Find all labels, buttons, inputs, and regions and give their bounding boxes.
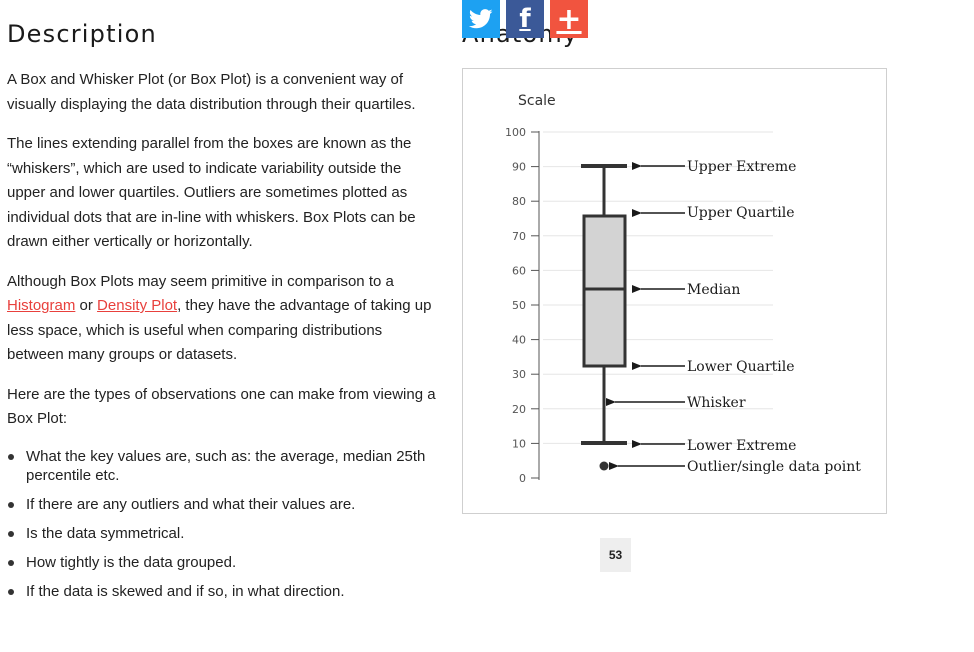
median-label: Median xyxy=(687,282,740,298)
tick-label: 50 xyxy=(512,299,526,312)
comparison-text-or: or xyxy=(75,297,98,314)
comparison-text-end: , they have the advantage of taking up l… xyxy=(7,297,432,363)
upper-quartile-label: Upper Quartile xyxy=(687,205,795,221)
tick-label: 0 xyxy=(519,472,526,485)
facebook-share-button[interactable]: f xyxy=(506,0,544,38)
tick-label: 70 xyxy=(512,230,526,243)
annotation-arrows xyxy=(606,162,685,470)
description-text: A Box and Whisker Plot (or Box Plot) is … xyxy=(7,68,437,611)
list-item: Is the data symmetrical. xyxy=(7,524,437,543)
list-item: If there are any outliers and what their… xyxy=(7,495,437,514)
whisker-label: Whisker xyxy=(687,395,746,411)
box-plot-diagram: Scale 0 10 20 30 40 50 60 70 80 90 100 Upper Extre… xyxy=(505,93,861,485)
tick-label: 100 xyxy=(505,126,526,139)
lower-extreme-label: Lower Extreme xyxy=(687,438,796,454)
intro-paragraph: A Box and Whisker Plot (or Box Plot) is … xyxy=(7,71,416,113)
more-share-button[interactable]: + xyxy=(550,0,588,38)
description-heading: Description xyxy=(7,20,157,48)
scale-label: Scale xyxy=(518,93,556,109)
list-item: How tightly is the data grouped. xyxy=(7,553,437,572)
tick-label: 40 xyxy=(512,334,526,347)
twitter-icon xyxy=(469,9,493,29)
comparison-paragraph: Although Box Plots may seem primitive in… xyxy=(7,270,437,368)
comparison-text-start: Although Box Plots may seem primitive in… xyxy=(7,272,394,290)
whiskers-paragraph: The lines extending parallel from the bo… xyxy=(7,135,416,250)
observations-paragraph: Here are the types of observations one c… xyxy=(7,385,436,428)
lower-quartile-label: Lower Quartile xyxy=(687,359,795,375)
tick-label: 60 xyxy=(512,264,526,277)
tick-label: 30 xyxy=(512,368,526,381)
histogram-link[interactable]: Histogram xyxy=(7,297,76,314)
tick-label: 90 xyxy=(512,161,526,174)
facebook-icon: f xyxy=(519,4,531,34)
tick-label: 20 xyxy=(512,403,526,416)
upper-extreme-label: Upper Extreme xyxy=(687,159,796,175)
list-item: What the key values are, such as: the av… xyxy=(7,447,437,485)
outlier-dot xyxy=(599,461,609,471)
tick-label: 10 xyxy=(512,437,526,450)
outlier-label: Outlier/single data point xyxy=(687,459,861,475)
scale-ticks: 0 10 20 30 40 50 60 70 80 90 100 xyxy=(505,126,539,485)
tick-label: 80 xyxy=(512,195,526,208)
twitter-share-button[interactable] xyxy=(462,0,500,38)
share-count: 53 xyxy=(600,538,631,572)
anatomy-diagram: Scale 0 10 20 30 40 50 60 70 80 90 100 Upper Extre… xyxy=(462,68,887,514)
plus-icon: + xyxy=(556,1,582,37)
density-plot-link[interactable]: Density Plot xyxy=(97,297,178,314)
list-item: If the data is skewed and if so, in what… xyxy=(7,582,437,601)
observations-list: What the key values are, such as: the av… xyxy=(7,447,437,601)
quartile-box xyxy=(582,214,627,368)
